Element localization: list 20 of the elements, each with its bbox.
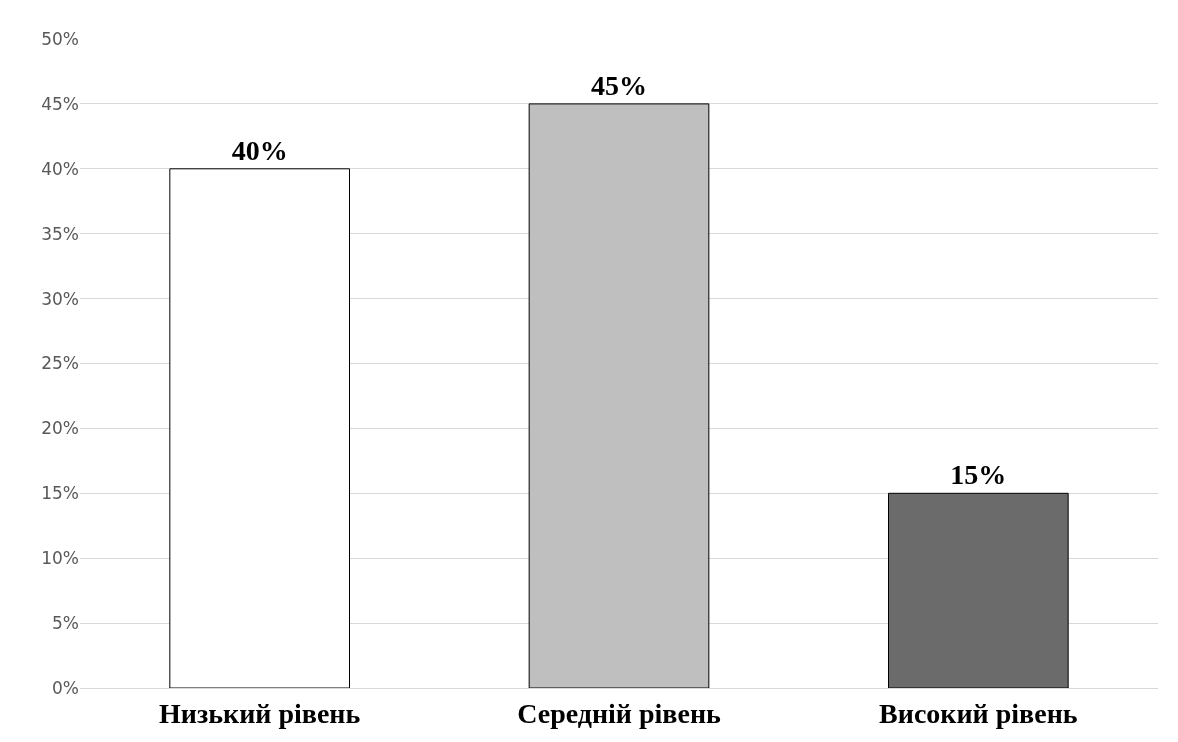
y-tick-label: 25% [41, 353, 79, 374]
x-tick-label: Середній рівень [517, 697, 722, 729]
data-label: 15% [950, 459, 1007, 491]
bar [169, 168, 350, 688]
y-tick-label: 20% [41, 418, 79, 439]
x-tick-label: Високий рівень [879, 697, 1078, 729]
y-tick-label: 50% [41, 28, 79, 49]
y-tick-label: 15% [41, 483, 79, 504]
y-tick-label: 45% [41, 93, 79, 114]
y-tick-label: 0% [52, 677, 79, 698]
y-tick-label: 35% [41, 223, 79, 244]
y-tick-label: 30% [41, 288, 79, 309]
bar [528, 103, 710, 688]
x-tick-label: Низький рівень [159, 697, 361, 729]
y-tick-label: 5% [52, 613, 79, 634]
bar [888, 492, 1069, 688]
data-label: 40% [231, 134, 288, 166]
data-label: 45% [591, 69, 647, 101]
y-tick-label: 40% [41, 158, 79, 179]
y-tick-label: 10% [41, 548, 79, 569]
